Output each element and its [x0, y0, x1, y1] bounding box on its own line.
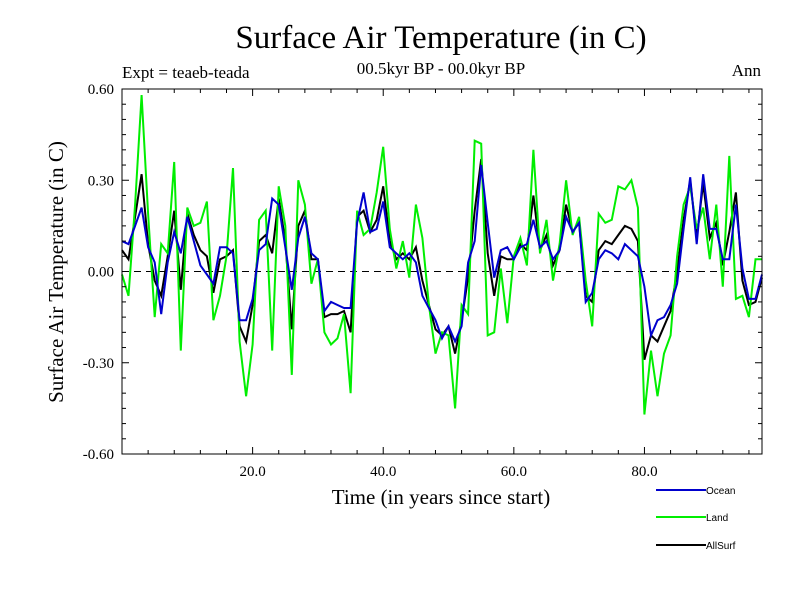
x-tick-label: 60.0: [501, 464, 527, 480]
legend: Ocean Land AllSurf: [656, 486, 736, 552]
plot-area: -0.60 -0.30 0.00 0.30 0.60 20.0 40.0 60.0 80.0: [83, 82, 763, 480]
legend-label-ocean: Ocean: [706, 486, 735, 497]
y-tick-label: 0.00: [88, 265, 114, 281]
x-tick-label: 40.0: [370, 464, 396, 480]
experiment-label: Expt = teaeb-teada: [122, 63, 250, 82]
x-tick-label: 80.0: [631, 464, 657, 480]
legend-label-allsurf: AllSurf: [706, 541, 736, 552]
chart-subtitle: 00.5kyr BP - 00.0kyr BP: [357, 59, 525, 78]
y-tick-label: 0.60: [88, 82, 114, 98]
season-label: Ann: [732, 61, 762, 80]
x-axis-label: Time (in years since start): [332, 485, 551, 509]
x-tick-label: 20.0: [239, 464, 265, 480]
y-tick-label: -0.60: [83, 447, 114, 463]
y-tick-label: 0.30: [88, 173, 114, 189]
y-tick-label: -0.30: [83, 356, 114, 372]
legend-label-land: Land: [706, 513, 728, 524]
series-line-ocean: [121, 164, 763, 345]
series-line-land: [121, 95, 762, 415]
y-axis-label: Surface Air Temperature (in C): [44, 141, 68, 403]
chart-title: Surface Air Temperature (in C): [235, 20, 646, 56]
